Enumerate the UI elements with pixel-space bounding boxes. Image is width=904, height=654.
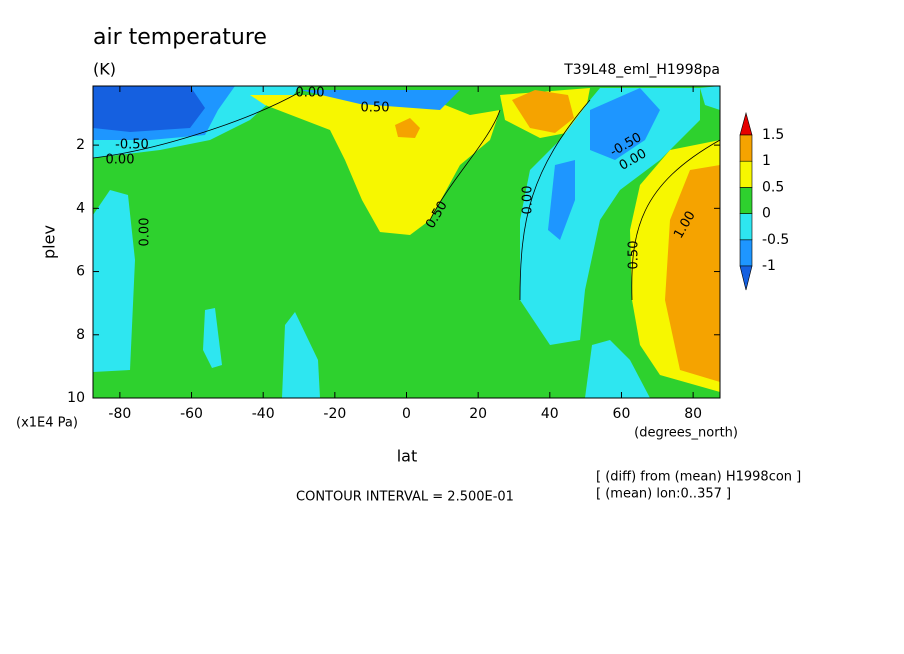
x-tick-label: -60	[180, 406, 203, 422]
contour-region	[590, 88, 660, 160]
colorbar-segment	[739, 134, 753, 162]
contour-region	[93, 190, 135, 372]
contour-label: 0.00	[521, 186, 536, 215]
colorbar-segment	[739, 187, 753, 214]
colorbar-segment	[739, 239, 753, 267]
contour-line	[429, 109, 501, 221]
x-units: (degrees_north)	[634, 426, 738, 441]
units: (K)	[93, 60, 116, 79]
contour-interval: CONTOUR INTERVAL = 2.500E-01	[296, 490, 514, 505]
contour-region	[282, 312, 320, 398]
contour-region	[520, 88, 700, 345]
x-tick-label: 40	[541, 406, 559, 422]
y-tick-label: 6	[76, 264, 85, 280]
contour-region	[512, 90, 574, 133]
contour-label: -0.50	[115, 138, 149, 153]
contour-line	[631, 139, 721, 301]
contour-region	[585, 340, 650, 398]
colorbar-segment	[739, 213, 753, 241]
x-axis-label: lat	[397, 447, 418, 466]
colorbar-label: 0	[762, 206, 771, 222]
colorbar-label: -1	[762, 258, 776, 274]
x-tick-label: 60	[613, 406, 631, 422]
y-tick-label: 10	[67, 390, 85, 406]
contour-region	[395, 118, 420, 138]
x-tick-label: 0	[402, 406, 411, 422]
contour-region	[203, 308, 222, 368]
colorbar-label: 1	[762, 153, 771, 169]
contour-region	[700, 86, 720, 110]
y-tick-label: 4	[76, 200, 85, 216]
colorbar-segment	[739, 160, 753, 188]
contour-line	[92, 91, 301, 159]
y-axis-label: plev	[40, 225, 59, 259]
colorbar-extend	[739, 265, 753, 291]
experiment: T39L48_eml_H1998pa	[563, 62, 720, 78]
contour-region	[93, 86, 205, 132]
colorbar-label: 1.5	[762, 127, 784, 143]
y-units: (x1E4 Pa)	[16, 416, 78, 431]
note: [ (diff) from (mean) H1998con ]	[596, 470, 801, 485]
contour-label: 0.00	[296, 86, 325, 101]
contour-label: 0.00	[138, 218, 153, 247]
colorbar-label: 0.5	[762, 179, 784, 195]
y-tick-label: 8	[76, 327, 85, 343]
y-tick-label: 2	[76, 137, 85, 153]
note: [ (mean) lon:0..357 ]	[596, 487, 731, 502]
x-tick-label: -80	[108, 406, 131, 422]
contour-region	[665, 165, 720, 382]
colorbar-label: -0.5	[762, 232, 789, 248]
contour-line	[519, 99, 591, 301]
contour-region	[300, 90, 460, 110]
contour-region	[250, 95, 500, 235]
contour-label: 0.50	[361, 101, 390, 116]
contour-label: 0.50	[627, 241, 642, 270]
x-tick-label: 80	[684, 406, 702, 422]
colorbar-extend	[739, 111, 753, 136]
x-tick-label: 20	[469, 406, 487, 422]
chart-title: air temperature	[93, 25, 267, 50]
x-tick-label: -40	[252, 406, 275, 422]
x-tick-label: -20	[323, 406, 346, 422]
contour-label: 0.00	[106, 153, 135, 168]
contour-region	[548, 160, 575, 240]
